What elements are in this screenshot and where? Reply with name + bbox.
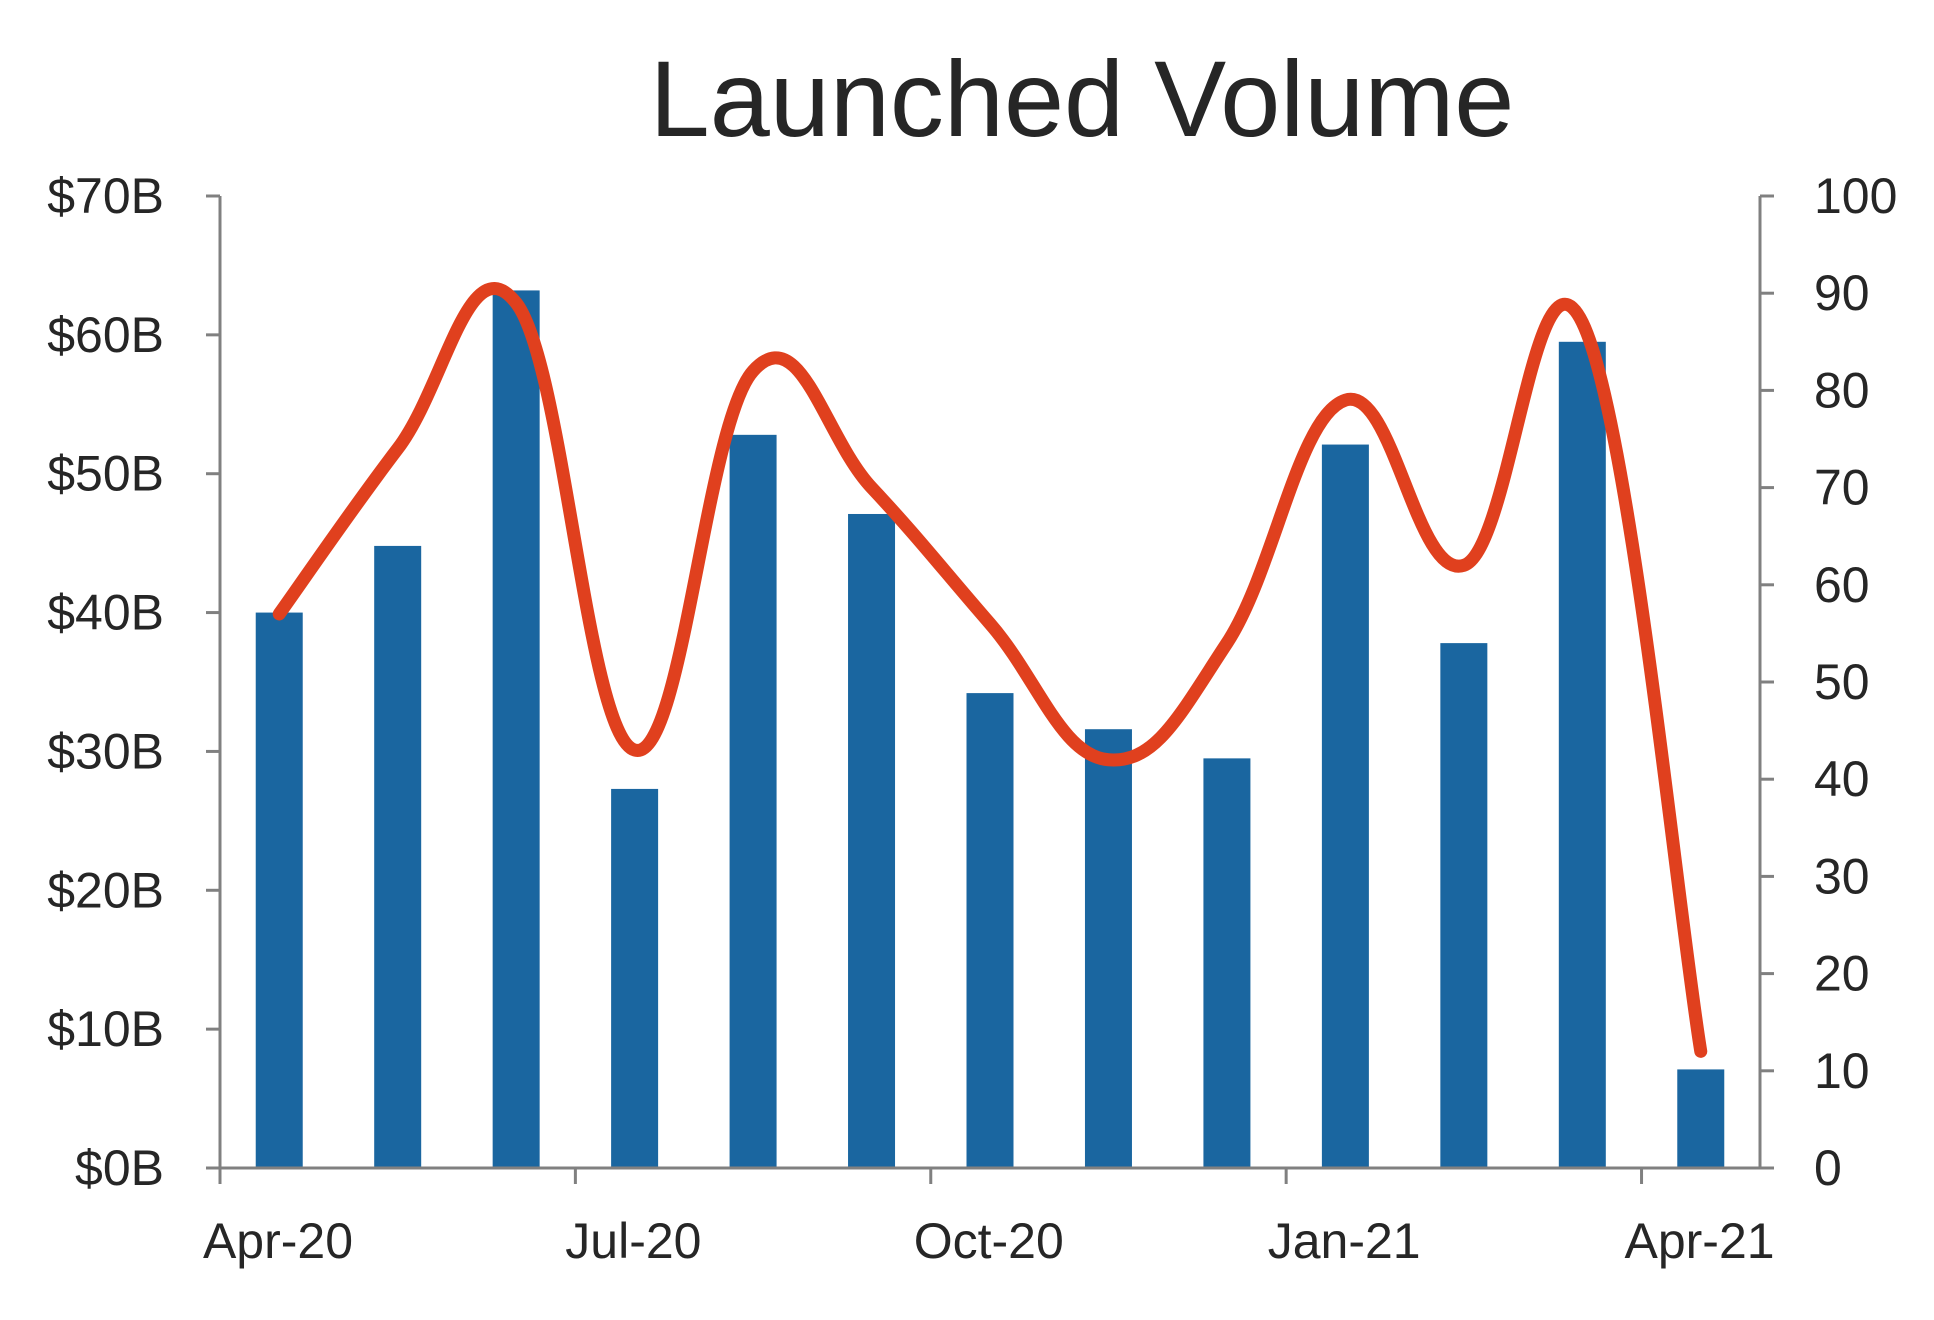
bar-sep-20	[848, 513, 896, 1168]
bar-jan-21	[1321, 444, 1369, 1168]
bar-apr-20	[255, 612, 303, 1168]
left-tick-label: $40B	[47, 585, 164, 641]
bar-jun-20	[492, 290, 540, 1168]
right-tick-label: 10	[1814, 1043, 1870, 1099]
right-tick-label: 40	[1814, 751, 1870, 807]
bar-oct-20	[966, 693, 1014, 1168]
x-tick-label: Jan-21	[1268, 1213, 1421, 1269]
left-tick-label: $30B	[47, 723, 164, 779]
left-tick-label: $50B	[47, 446, 164, 502]
bar-jul-20	[611, 788, 659, 1168]
left-tick-label: $20B	[47, 862, 164, 918]
left-tick-label: $60B	[47, 307, 164, 363]
left-tick-label: $70B	[47, 168, 164, 224]
right-tick-label: 90	[1814, 265, 1870, 321]
left-tick-label: $10B	[47, 1001, 164, 1057]
bar-apr-21	[1677, 1069, 1725, 1168]
right-tick-label: 100	[1814, 168, 1897, 224]
x-tick-label: Apr-21	[1624, 1213, 1774, 1269]
bar-series	[255, 290, 1725, 1168]
left-tick-label: $0B	[75, 1140, 164, 1196]
bar-aug-20	[729, 434, 777, 1168]
bar-mar-21	[1558, 341, 1606, 1168]
axes: $0B $10B $20B $30B $40B $50B $60B $70B 0 10 20 30 40…	[47, 168, 1897, 1269]
x-tick-label: Apr-20	[203, 1213, 353, 1269]
right-tick-label: 30	[1814, 848, 1870, 904]
right-tick-label: 60	[1814, 557, 1870, 613]
chart-title: Launched Volume	[650, 38, 1515, 159]
right-tick-label: 70	[1814, 460, 1870, 516]
bar-feb-21	[1440, 643, 1488, 1168]
line-series	[272, 282, 1708, 1058]
x-tick-label: Jul-20	[565, 1213, 701, 1269]
right-tick-label: 20	[1814, 946, 1870, 1002]
x-tick-label: Oct-20	[914, 1213, 1064, 1269]
right-tick-label: 50	[1814, 654, 1870, 710]
line-series-path	[272, 282, 1708, 1058]
bar-nov-20	[1084, 729, 1132, 1168]
right-tick-label: 80	[1814, 362, 1870, 418]
right-tick-label: 0	[1814, 1140, 1842, 1196]
bar-dec-20	[1203, 758, 1251, 1168]
bar-may-20	[374, 545, 422, 1168]
